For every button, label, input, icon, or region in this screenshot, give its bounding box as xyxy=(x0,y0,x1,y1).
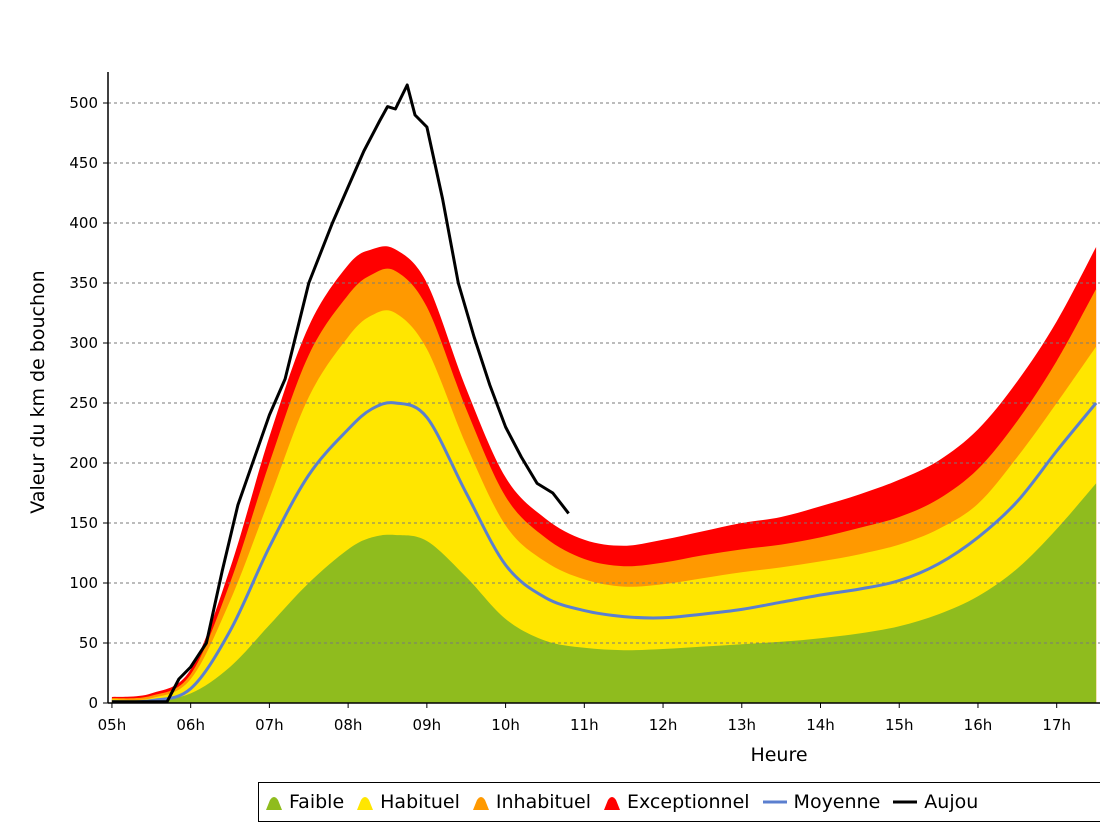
y-tick-label: 250 xyxy=(69,394,98,412)
legend-line-icon xyxy=(893,800,918,804)
y-tick-label: 450 xyxy=(69,154,98,172)
x-tick-label: 17h xyxy=(1042,716,1071,734)
y-tick-label: 300 xyxy=(69,334,98,352)
x-tick-label: 09h xyxy=(413,716,442,734)
legend-item-moyenne: Moyenne xyxy=(762,791,881,813)
y-tick-label: 50 xyxy=(79,634,98,652)
x-tick-label: 15h xyxy=(885,716,914,734)
area-layers xyxy=(111,246,1097,703)
legend-label: Aujou xyxy=(924,791,979,813)
legend-swatch-icon xyxy=(472,797,489,810)
x-tick-label: 16h xyxy=(964,716,993,734)
y-tick-label: 500 xyxy=(69,94,98,112)
x-tick-label: 07h xyxy=(255,716,284,734)
legend-item-faible: Faible xyxy=(265,791,344,813)
legend-label: Exceptionnel xyxy=(627,791,750,813)
chart-legend: Faible Habituel Inhabituel Exceptionnel Moye… xyxy=(258,782,1100,822)
y-tick-label: 200 xyxy=(69,454,98,472)
y-tick-label: 100 xyxy=(69,574,98,592)
y-axis-title: Valeur du km de bouchon xyxy=(27,270,49,513)
legend-item-exceptionnel: Exceptionnel xyxy=(603,791,750,813)
x-axis-title: Heure xyxy=(750,744,807,766)
legend-label: Moyenne xyxy=(793,791,881,813)
legend-swatch-icon xyxy=(357,797,374,810)
x-tick-label: 11h xyxy=(570,716,599,734)
y-tick-label: 350 xyxy=(69,274,98,292)
legend-item-habituel: Habituel xyxy=(356,791,460,813)
x-tick-label: 05h xyxy=(98,716,127,734)
y-tick-label: 0 xyxy=(88,694,98,712)
line-aujou xyxy=(111,83,570,703)
area-faible xyxy=(111,483,1097,703)
legend-label: Inhabituel xyxy=(495,791,592,813)
y-tick-label: 150 xyxy=(69,514,98,532)
x-tick-label: 08h xyxy=(334,716,363,734)
legend-swatch-icon xyxy=(604,797,621,810)
legend-item-inhabituel: Inhabituel xyxy=(472,791,591,813)
x-tick-label: 12h xyxy=(649,716,678,734)
legend-line-icon xyxy=(762,800,787,804)
x-tick-label: 13h xyxy=(727,716,756,734)
legend-swatch-icon xyxy=(266,797,282,810)
traffic-chart: 0 50 100 150 200 250 300 350 400 450 500 05h 06h 07h 0… xyxy=(27,72,1100,766)
x-tick-label: 14h xyxy=(806,716,835,734)
legend-label: Habituel xyxy=(380,791,460,813)
x-tick-label: 10h xyxy=(491,716,520,734)
legend-label: Faible xyxy=(289,791,345,813)
line-moyenne xyxy=(111,401,1098,703)
y-tick-label: 400 xyxy=(69,214,98,232)
axes: 0 50 100 150 200 250 300 350 400 450 500 05h 06h 07h 0… xyxy=(69,72,1100,734)
legend-item-aujou: Aujou xyxy=(892,791,978,813)
line-series xyxy=(111,83,1098,703)
x-tick-label: 06h xyxy=(176,716,205,734)
